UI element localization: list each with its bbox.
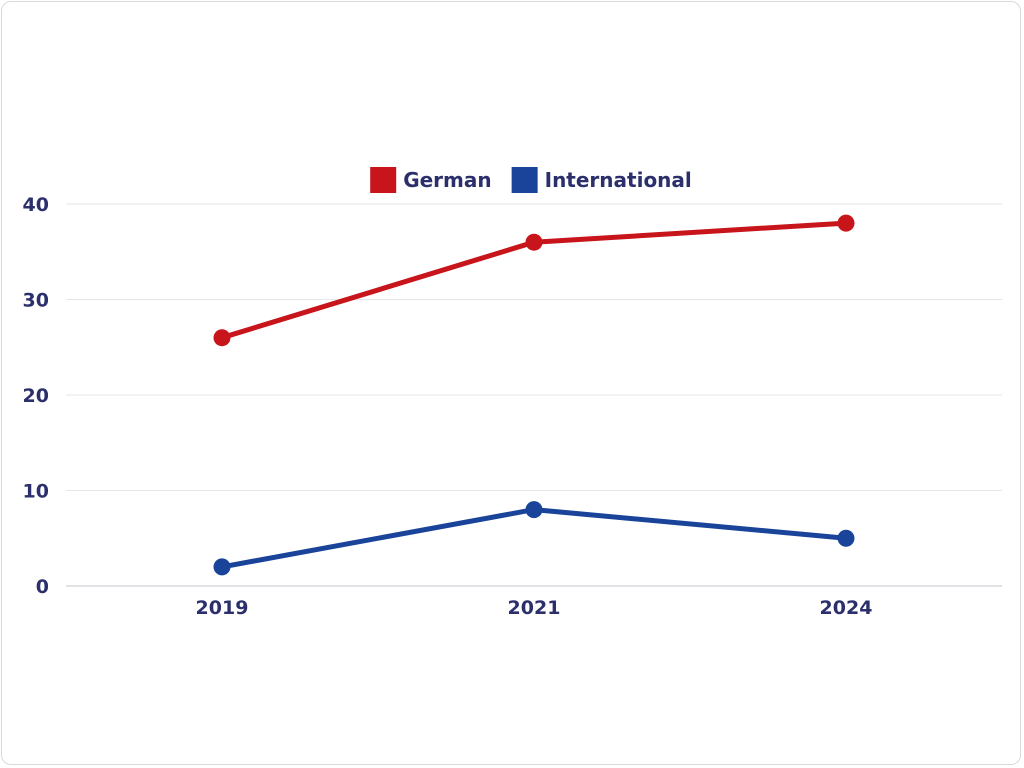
- y-tick-label: 40: [23, 194, 49, 216]
- x-axis: 2019 2021 2024: [66, 585, 1002, 619]
- series-line: [219, 507, 849, 570]
- legend-label: International: [545, 168, 692, 192]
- x-tick-label: 2024: [820, 597, 873, 619]
- data-point[interactable]: [213, 558, 231, 576]
- data-point[interactable]: [525, 501, 543, 519]
- gridlines: [66, 203, 1002, 491]
- data-point[interactable]: [837, 214, 855, 232]
- legend-item-german[interactable]: German: [370, 167, 492, 193]
- legend[interactable]: German International: [370, 167, 692, 193]
- series: [213, 214, 855, 576]
- legend-swatch: [370, 167, 397, 193]
- data-point[interactable]: [525, 233, 543, 251]
- y-tick-label: 30: [23, 290, 49, 312]
- y-tick-label: 0: [36, 576, 49, 598]
- legend-item-international[interactable]: International: [511, 167, 692, 193]
- legend-swatch: [511, 167, 538, 193]
- y-axis: 0 10 20 30 40: [23, 194, 49, 598]
- series-german: [213, 214, 855, 347]
- legend-label: German: [403, 168, 491, 192]
- y-tick-label: 10: [23, 481, 49, 503]
- x-tick-label: 2021: [508, 597, 561, 619]
- series-international: [213, 501, 855, 576]
- data-point[interactable]: [837, 529, 855, 547]
- data-point[interactable]: [213, 329, 231, 347]
- x-tick-label: 2019: [196, 597, 249, 619]
- y-tick-label: 20: [23, 385, 49, 407]
